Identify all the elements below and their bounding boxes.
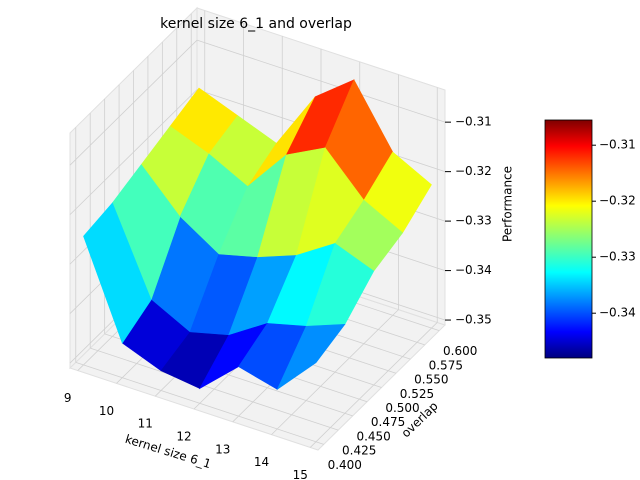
colorbar-tick-label: −0.33: [599, 250, 636, 264]
grid-line: [69, 39, 198, 166]
y-tick-label: 0.425: [342, 444, 376, 458]
y-tick-label: 0.500: [385, 401, 419, 415]
z-axis-label: Performance: [501, 166, 515, 242]
y-tick-label: 0.525: [400, 387, 434, 401]
y-tick-label: 0.475: [371, 415, 405, 429]
x-tick-label: 12: [176, 430, 191, 444]
x-axis-label: kernel size 6_1: [123, 432, 212, 471]
z-tick-label: −0.34: [455, 263, 492, 277]
grid-line: [69, 89, 198, 215]
grid-line: [196, 39, 446, 123]
colorbar: [544, 119, 593, 359]
z-tick-label: −0.31: [455, 115, 492, 129]
z-tick-label: −0.35: [455, 313, 492, 327]
x-tick-label: 10: [99, 404, 114, 418]
surface-patch: [83, 202, 152, 344]
grid-line: [75, 361, 324, 445]
x-tick-label: 14: [254, 455, 269, 469]
colorbar-tick-label: −0.32: [599, 194, 636, 208]
x-tick-label: 11: [138, 417, 153, 431]
grid-line: [90, 347, 339, 431]
z-tick-label: −0.33: [455, 214, 492, 228]
z-tick-label: −0.32: [455, 164, 492, 178]
x-tick-label: 13: [215, 442, 230, 456]
y-tick-label: 0.400: [328, 458, 362, 472]
x-tick-label: 9: [64, 391, 72, 405]
chart-title: kernel size 6_1 and overlap: [160, 16, 352, 32]
y-tick-label: 0.450: [356, 429, 390, 443]
colorbar-tick-label: −0.31: [599, 138, 636, 152]
y-tick-label: 0.600: [443, 344, 477, 358]
y-tick-label: 0.550: [414, 373, 448, 387]
colorbar-tick-label: −0.34: [599, 306, 636, 320]
surface: [83, 79, 432, 391]
x-tick-label: 15: [293, 468, 308, 480]
y-tick-label: 0.575: [429, 358, 463, 372]
surface-patch: [276, 323, 346, 391]
